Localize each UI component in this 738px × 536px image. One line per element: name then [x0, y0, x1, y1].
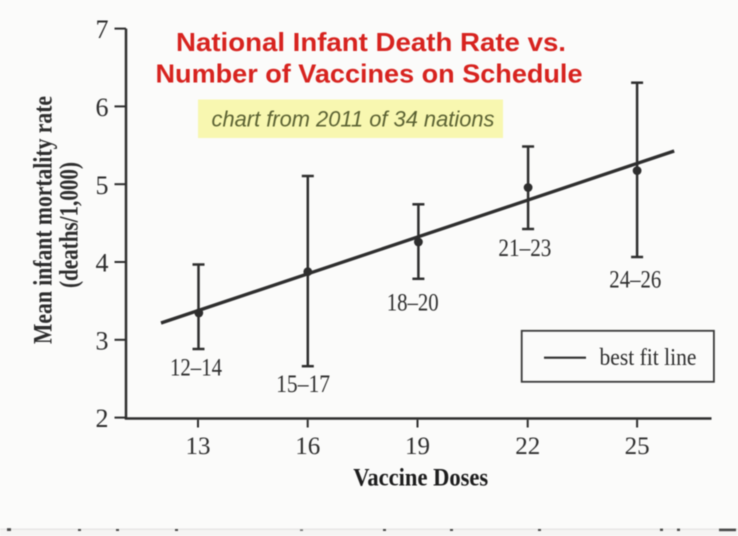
svg-text:6: 6	[96, 93, 109, 122]
svg-text:5: 5	[96, 171, 109, 200]
svg-text:2: 2	[96, 404, 109, 433]
svg-text:16: 16	[295, 433, 320, 460]
svg-text:Mean infant mortality rate: Mean infant mortality rate	[29, 96, 58, 344]
svg-text:24–26: 24–26	[609, 267, 661, 294]
svg-text:13: 13	[186, 433, 211, 460]
svg-text:18–20: 18–20	[387, 290, 439, 317]
svg-text:19: 19	[405, 433, 430, 460]
svg-text:4: 4	[96, 249, 109, 278]
svg-text:22: 22	[515, 433, 540, 460]
svg-text:best fit line: best fit line	[600, 345, 697, 371]
svg-text:7: 7	[96, 15, 109, 44]
svg-text:21–23: 21–23	[498, 235, 551, 262]
svg-text:National Infant Death Rate vs.: National Infant Death Rate vs.	[176, 27, 566, 57]
svg-text:15–17: 15–17	[276, 371, 330, 398]
svg-text:12–14: 12–14	[170, 355, 222, 382]
svg-text:3: 3	[96, 326, 109, 355]
svg-text:chart from 2011 of 34 nations: chart from 2011 of 34 nations	[212, 107, 495, 132]
svg-text:Vaccine Doses: Vaccine Doses	[353, 465, 488, 492]
svg-text:25: 25	[625, 433, 650, 460]
svg-text:(deaths/1,000): (deaths/1,000)	[55, 162, 84, 288]
svg-text:Number of Vaccines on Schedule: Number of Vaccines on Schedule	[156, 59, 583, 89]
